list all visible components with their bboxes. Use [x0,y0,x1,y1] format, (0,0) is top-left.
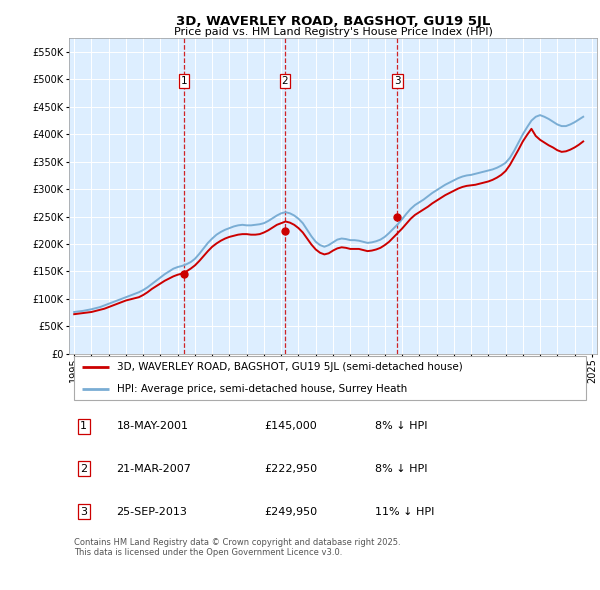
Text: 8% ↓ HPI: 8% ↓ HPI [375,464,428,474]
Text: 25-SEP-2013: 25-SEP-2013 [116,507,187,517]
Text: 1: 1 [181,76,188,86]
Text: 3D, WAVERLEY ROAD, BAGSHOT, GU19 5JL: 3D, WAVERLEY ROAD, BAGSHOT, GU19 5JL [176,15,490,28]
Text: £145,000: £145,000 [265,421,317,431]
FancyBboxPatch shape [74,356,586,400]
Text: £249,950: £249,950 [265,507,317,517]
Text: 2: 2 [282,76,289,86]
Text: £222,950: £222,950 [265,464,317,474]
Text: 18-MAY-2001: 18-MAY-2001 [116,421,188,431]
Text: 21-MAR-2007: 21-MAR-2007 [116,464,191,474]
Text: 2: 2 [80,464,88,474]
Text: 11% ↓ HPI: 11% ↓ HPI [375,507,434,517]
Text: Price paid vs. HM Land Registry's House Price Index (HPI): Price paid vs. HM Land Registry's House … [173,27,493,37]
Text: 3: 3 [80,507,87,517]
Text: HPI: Average price, semi-detached house, Surrey Heath: HPI: Average price, semi-detached house,… [116,384,407,394]
Text: 8% ↓ HPI: 8% ↓ HPI [375,421,428,431]
Text: 3D, WAVERLEY ROAD, BAGSHOT, GU19 5JL (semi-detached house): 3D, WAVERLEY ROAD, BAGSHOT, GU19 5JL (se… [116,362,462,372]
Text: Contains HM Land Registry data © Crown copyright and database right 2025.
This d: Contains HM Land Registry data © Crown c… [74,538,401,558]
Text: 3: 3 [394,76,401,86]
Text: 1: 1 [80,421,87,431]
